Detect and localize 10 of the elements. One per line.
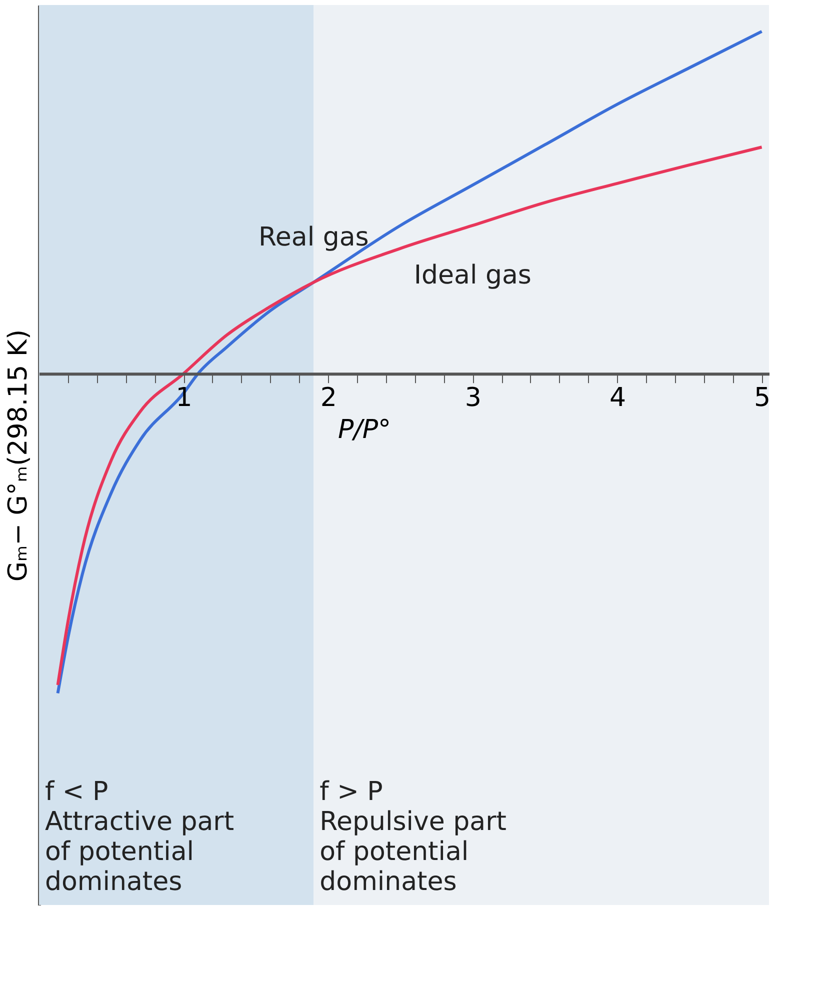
series-label: Ideal gas <box>414 260 532 290</box>
y-axis-title: Gₘ− G°ₘ(298.15 K) <box>4 329 34 582</box>
x-tick-label: 4 <box>609 383 626 414</box>
x-tick-label: 3 <box>464 383 482 414</box>
x-tick-label: 2 <box>320 383 337 414</box>
x-tick-label: 5 <box>754 383 771 414</box>
x-axis-title: P/P° <box>338 415 392 446</box>
band-label: f > P Repulsive part of potential dominates <box>320 777 506 897</box>
band-label: f < P Attractive part of potential dominates <box>45 777 234 897</box>
series-label: Real gas <box>258 222 369 252</box>
